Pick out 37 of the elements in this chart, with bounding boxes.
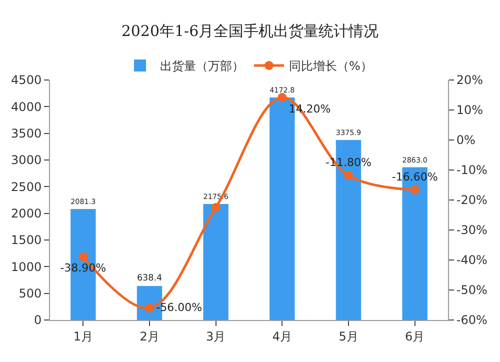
y2-tick-label: -50% [456,283,488,298]
y2-tick-label: -40% [456,253,488,268]
y2-tick-label: -60% [456,313,488,328]
legend-label: 出货量（万部） [160,59,244,74]
y-tick-label: 2500 [11,180,42,194]
y-tick-label: 4500 [11,73,42,88]
y-tick-label: 4000 [11,100,42,114]
x-tick-label: 3月 [206,329,226,344]
x-tick-label: 4月 [272,329,292,344]
x-tick-label: 5月 [338,329,358,344]
x-tick-label: 2月 [140,329,160,344]
y2-tick-label: -20% [456,193,488,208]
point [278,92,287,102]
y2-tick-label: -10% [456,163,488,178]
y2-tick-label: 20% [456,73,484,88]
point [344,170,353,180]
y2-tick-label: 0% [456,133,476,148]
y-tick-label: 2000 [11,206,42,221]
data-label: 638.4 [136,274,162,284]
y-tick-label: 0 [34,313,42,328]
point [145,304,154,312]
y-tick-label: 3500 [11,126,42,141]
point [410,185,420,194]
x-tick-label: 1月 [73,329,93,344]
point [78,252,88,262]
data-label: -38.90% [60,262,106,275]
x-tick-label: 6月 [405,329,425,344]
y-tick-label: 500 [18,286,42,301]
y-tick-label: 1000 [11,260,42,274]
y-tick-label: 3000 [11,153,42,168]
y2-tick-label: 10% [456,103,484,118]
point [211,203,220,212]
y-tick-label: 1500 [11,233,42,248]
chart-title: 2020年1-6月全国手机出货量统计情况 [121,22,379,40]
y2-tick-label: -30% [456,223,488,238]
bar [203,204,228,320]
legend-label: 同比增长（%） [289,59,372,74]
